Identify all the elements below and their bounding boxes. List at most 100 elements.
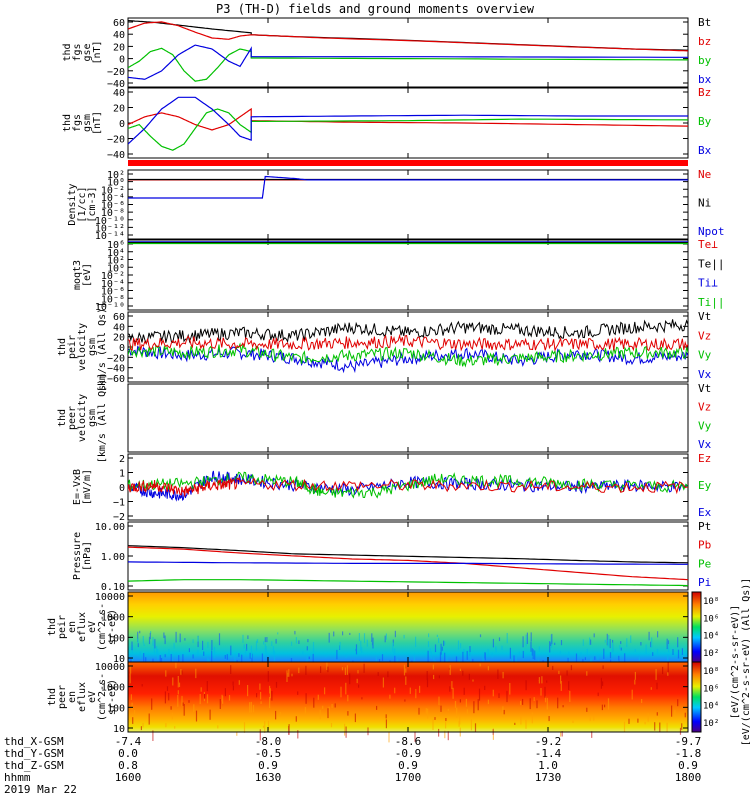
- spectrogram-streak: [415, 689, 417, 699]
- y-axis-label: E=-VxB [mV/m]: [72, 469, 93, 505]
- spectrogram-streak: [218, 633, 221, 646]
- spectrogram-streak: [168, 692, 170, 701]
- y-label-line: Density: [67, 183, 78, 225]
- footer-value: -8.0: [255, 735, 282, 748]
- spectrogram-streak: [445, 718, 447, 722]
- spectrogram-streak: [589, 717, 591, 722]
- spectrogram-streak: [200, 687, 202, 692]
- footer-value: 1600: [115, 771, 142, 784]
- footer-row-label: thd_Z-GSM: [4, 759, 64, 772]
- y-label-line: fgs: [72, 43, 83, 61]
- series-fgs_gse-Bt: [128, 20, 688, 51]
- spectrogram-streak: [637, 718, 639, 723]
- spectrogram-streak: [522, 698, 524, 705]
- spectrogram-streak: [327, 666, 329, 673]
- spectrogram-streak: [250, 645, 252, 658]
- spectrogram-streak: [394, 630, 396, 638]
- spectrogram-streak: [308, 656, 310, 659]
- footer-value: -0.5: [255, 747, 282, 760]
- spectrogram-streak: [385, 719, 387, 729]
- spectrogram-streak: [538, 646, 540, 652]
- y-tick-label: 2: [119, 454, 125, 465]
- panel-peer_velocity: thd peer velocity gsm [km/s (All Qs)] Vt Vz Vy V…: [57, 373, 712, 463]
- y-tick-label: 10⁰: [107, 178, 125, 189]
- spectrogram-streak: [153, 648, 156, 654]
- spectrogram-streak: [213, 646, 216, 659]
- spectrogram-streak: [137, 638, 139, 644]
- y-axis-label: thd peer en eflux eV (cm^2-s-sr-eV): [47, 673, 118, 721]
- y-label-line: thd: [62, 43, 73, 61]
- series-density-Npot: [128, 175, 688, 199]
- spectrogram-streak: [445, 721, 447, 729]
- spectrogram-streak: [291, 641, 293, 646]
- spectrogram-streak: [509, 647, 511, 659]
- spectrogram-streak: [177, 690, 179, 695]
- spectrogram-streak: [260, 691, 262, 700]
- spectrogram-streak: [651, 637, 653, 648]
- spectrogram-streak: [195, 668, 197, 679]
- spectrogram-streak: [554, 642, 556, 645]
- spectrogram-streak: [307, 639, 309, 643]
- spectrogram-streak: [357, 670, 359, 674]
- series-e_field-Ex: [128, 470, 688, 502]
- spectrogram-streak: [170, 654, 172, 662]
- spectrogram-streak: [582, 639, 584, 646]
- spectrogram-streak: [525, 634, 527, 647]
- spectrogram-streak: [306, 646, 308, 651]
- y-tick-label: 10⁻⁶: [101, 287, 125, 298]
- y-tick-label: 10⁻¹⁴: [95, 231, 125, 242]
- spectrogram-streak: [403, 664, 406, 676]
- spectrogram-streak: [173, 642, 175, 649]
- spectrogram-streak: [269, 685, 271, 694]
- y-tick-label: 1000: [101, 613, 125, 624]
- spectrogram-streak: [153, 640, 155, 652]
- spectrogram-streak: [339, 641, 341, 650]
- spectrogram-streak: [142, 722, 144, 728]
- spectrogram-streak: [427, 650, 429, 663]
- spectrogram-streak: [199, 694, 201, 705]
- spectrogram-streak: [568, 681, 570, 690]
- spectrogram-streak: [525, 719, 527, 729]
- spectrogram-streak: [492, 638, 494, 648]
- footer-value: -0.9: [395, 747, 422, 760]
- spectrogram-streak: [447, 731, 449, 741]
- spectrogram-streak: [272, 646, 274, 655]
- spectrogram-streak: [586, 671, 588, 676]
- spectrogram-streak: [266, 637, 268, 643]
- spectrogram-streak: [677, 699, 679, 707]
- spectrogram-streak: [466, 650, 468, 660]
- legend-fgs_gsm-1: By: [698, 115, 712, 128]
- series-fgs_gsm-Bx: [128, 96, 688, 145]
- spectrogram-streak: [538, 680, 540, 684]
- spectrogram-streak: [681, 723, 683, 730]
- spectrogram-streak: [182, 702, 184, 706]
- spectrogram-streak: [192, 654, 194, 659]
- spectrogram-streak: [568, 651, 570, 662]
- spectrogram-streak: [484, 685, 486, 690]
- spectrogram-streak: [396, 659, 398, 663]
- spectrogram-streak: [482, 654, 484, 664]
- series-pressure-Pe: [128, 579, 688, 587]
- spectrogram-streak: [157, 649, 159, 660]
- spectrogram-streak: [531, 648, 533, 656]
- spectrogram-streak: [427, 708, 429, 719]
- spectrogram-streak: [460, 643, 462, 649]
- spectrogram-streak: [388, 731, 390, 743]
- y-tick-label: 10⁻²: [101, 185, 125, 196]
- spectrogram-streak: [441, 646, 443, 651]
- spectrogram-streak: [177, 676, 179, 688]
- spectrogram-streak: [440, 705, 442, 710]
- y-tick-label: 40: [113, 88, 125, 99]
- spectrogram-streak: [295, 716, 297, 722]
- spectrogram-streak: [514, 722, 516, 725]
- spectrogram-streak: [247, 685, 249, 697]
- y-label-line: peir: [57, 615, 68, 639]
- series-pressure-Pb: [128, 546, 688, 581]
- spectrogram-streak: [415, 636, 417, 647]
- y-tick-label: 1.00: [101, 552, 125, 563]
- spectrogram-streak: [211, 640, 213, 650]
- spectrogram-streak: [404, 699, 406, 702]
- spectrogram-streak: [520, 716, 522, 725]
- spectrogram-streak: [288, 669, 290, 677]
